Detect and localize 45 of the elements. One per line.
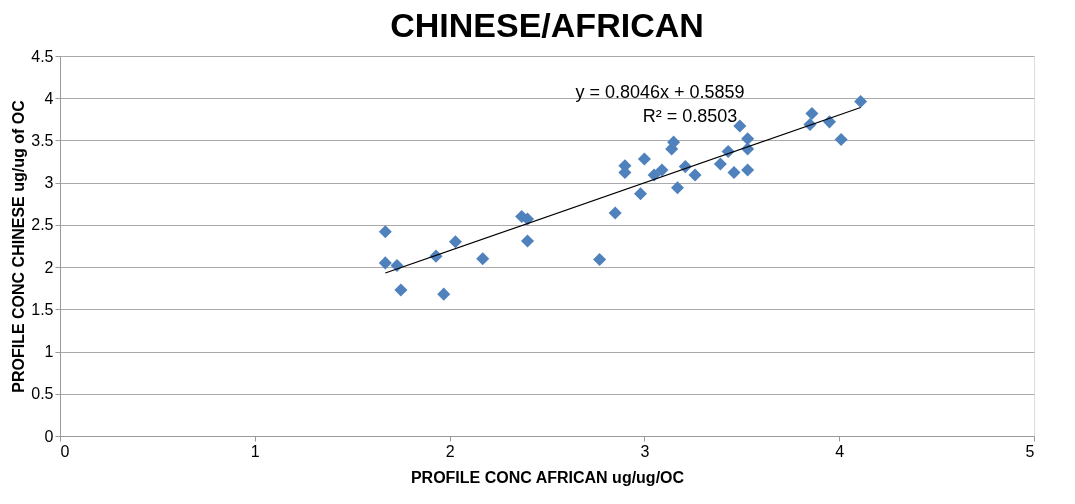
point bbox=[637, 152, 651, 166]
point bbox=[476, 252, 490, 266]
y-tick-label: 3 bbox=[44, 174, 54, 192]
x-axis-title: PROFILE CONC AFRICAN ug/ug/OC bbox=[410, 468, 685, 486]
point bbox=[713, 157, 727, 171]
point bbox=[741, 163, 755, 177]
y-tick-label: 4 bbox=[44, 89, 54, 107]
point bbox=[448, 235, 462, 249]
y-tick-label: 1.5 bbox=[31, 300, 54, 318]
point bbox=[593, 252, 607, 267]
x-tick-label: 1 bbox=[250, 442, 260, 460]
y-tick-label: 0 bbox=[44, 427, 54, 445]
point bbox=[521, 234, 535, 248]
x-tick-label: 3 bbox=[640, 442, 650, 460]
point bbox=[834, 133, 848, 147]
y-tick-label: 3.5 bbox=[31, 131, 54, 149]
point bbox=[671, 181, 685, 195]
chart-title: CHINESE/AFRICAN bbox=[390, 6, 704, 44]
y-tick-label: 4.5 bbox=[31, 47, 54, 65]
y-tick-label: 0.5 bbox=[31, 385, 54, 403]
point bbox=[378, 225, 392, 239]
point bbox=[854, 95, 868, 109]
annotation: y = 0.8046x + 0.5859 bbox=[575, 82, 745, 102]
point bbox=[667, 135, 681, 149]
y-tick-label: 2 bbox=[44, 258, 54, 276]
point bbox=[394, 283, 408, 297]
x-tick-label: 2 bbox=[445, 442, 455, 460]
point bbox=[741, 132, 755, 146]
point bbox=[688, 168, 702, 182]
point bbox=[805, 106, 819, 120]
y-tick-label: 1 bbox=[44, 343, 54, 361]
point bbox=[633, 187, 648, 201]
point bbox=[437, 287, 451, 301]
x-tick-label: 4 bbox=[835, 442, 845, 460]
point bbox=[727, 166, 741, 180]
y-tick-label: 2.5 bbox=[31, 216, 54, 234]
point bbox=[608, 206, 622, 220]
y-axis-title: PROFILE CONC CHINESE ug/ug of OC bbox=[10, 99, 28, 393]
x-tick-label: 5 bbox=[1025, 442, 1035, 460]
x-tick-label: 0 bbox=[60, 442, 70, 460]
point bbox=[378, 256, 392, 270]
point bbox=[521, 212, 535, 226]
point bbox=[655, 163, 669, 177]
point bbox=[647, 168, 661, 182]
annotation: R² = 0.8503 bbox=[642, 106, 738, 126]
